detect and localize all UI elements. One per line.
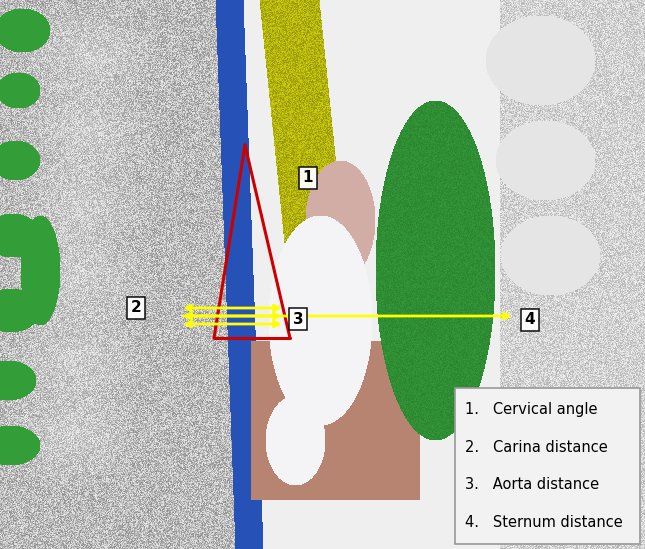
Text: 2.   Carina distance: 2. Carina distance [465, 440, 608, 455]
Text: 1: 1 [303, 171, 313, 186]
Text: 4: 4 [524, 312, 535, 328]
Text: 4.   Sternum distance: 4. Sternum distance [465, 515, 623, 530]
Text: 3: 3 [293, 311, 303, 327]
Text: 2: 2 [131, 300, 141, 316]
Text: 3.   Aorta distance: 3. Aorta distance [465, 478, 599, 492]
Text: 1.   Cervical angle: 1. Cervical angle [465, 402, 597, 417]
FancyBboxPatch shape [455, 388, 640, 544]
